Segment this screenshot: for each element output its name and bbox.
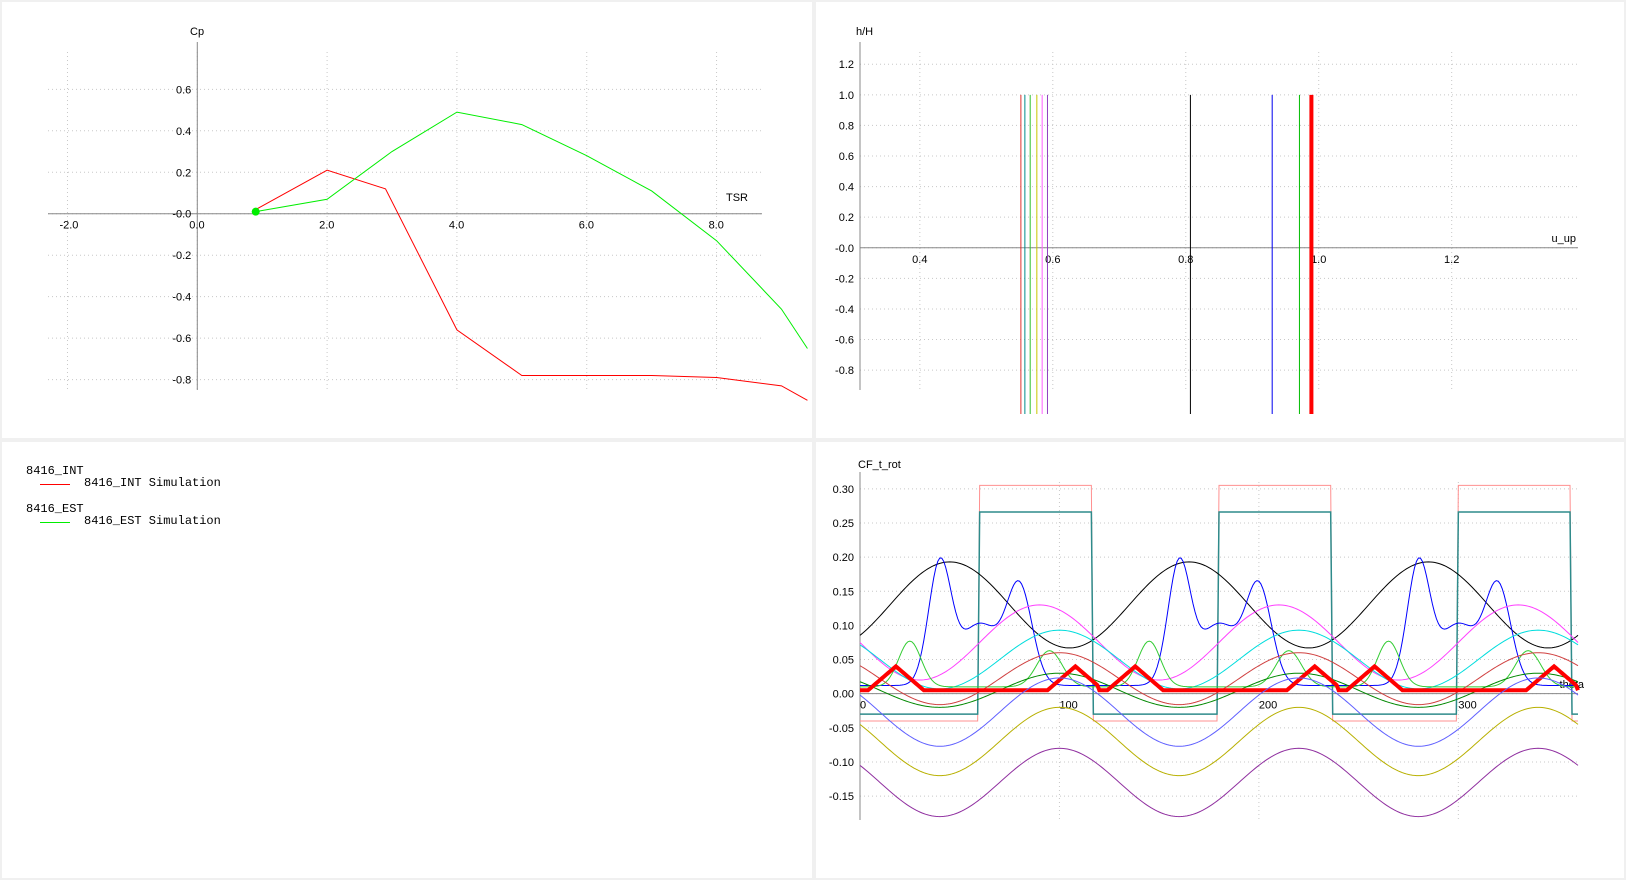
series-line-2 [859, 561, 1579, 649]
cf-theta-chart: 0 100 200 300 0.30 0.25 0.20 0.15 0.10 0.05 0.00 -0… [829, 459, 1585, 820]
y-tick-label: -0.15 [829, 791, 854, 803]
y-tick-label: -0.2 [172, 250, 191, 262]
x-tick-label: 0 [860, 700, 866, 712]
x-axis-label: u_up [1552, 233, 1576, 245]
x-tick-label: 6.0 [579, 220, 594, 232]
y-tick-label: 0.25 [833, 518, 854, 530]
legend-group-title-est: 8416_EST [26, 502, 84, 516]
x-tick-label: 0.4 [912, 254, 927, 266]
x-tick-label: 300 [1458, 700, 1476, 712]
y-tick-label: 1.2 [839, 59, 854, 71]
y-tick-label: -0.8 [172, 375, 191, 387]
series-line-3 [860, 557, 1578, 686]
legend-swatch-est [40, 522, 70, 523]
y-axis-label: h/H [856, 26, 873, 38]
series-marker [251, 207, 260, 216]
y-tick-label: 1.0 [839, 90, 854, 102]
y-tick-label: -0.05 [829, 723, 854, 735]
x-tick-label: 200 [1259, 700, 1277, 712]
legend-entry-est: 8416_EST Simulation [84, 514, 221, 528]
x-tick-label: 100 [1059, 700, 1077, 712]
x-tick-label: 4.0 [449, 220, 464, 232]
y-tick-label: 0.00 [833, 689, 854, 701]
cf-theta-chart-panel: 0 100 200 300 0.30 0.25 0.20 0.15 0.10 0.05 0.00 -0… [816, 442, 1624, 878]
legend-panel: 8416_INT 8416_INT Simulation 8416_EST 84… [2, 442, 812, 878]
cp-tsr-chart-panel: -2.0 0.0 2.0 4.0 6.0 8.0 0.6 0.4 0.2 -0.0 -0.2 -0.4… [2, 2, 812, 438]
y-tick-label: 0.4 [839, 182, 854, 194]
y-tick-label: 0.10 [833, 620, 854, 632]
series-line-1 [255, 111, 808, 349]
x-axis-label: TSR [726, 192, 748, 204]
h-uup-chart: 0.4 0.6 0.8 1.0 1.2 1.2 1.0 0.8 0.6 0.4 0.2 -0.0 -0.… [835, 26, 1578, 414]
cp-tsr-chart: -2.0 0.0 2.0 4.0 6.0 8.0 0.6 0.4 0.2 -0.0 -0.2 -0.4… [48, 26, 808, 401]
series-line-5 [859, 629, 1579, 690]
y-tick-label: -0.0 [835, 243, 854, 255]
y-tick-label: 0.6 [839, 151, 854, 163]
series-line-12 [859, 747, 1579, 818]
series-line-0 [860, 484, 1578, 722]
series-line-9 [860, 663, 1580, 693]
y-tick-label: 0.05 [833, 655, 854, 667]
legend-swatch-int [40, 484, 70, 485]
x-tick-label: 0.8 [1178, 254, 1193, 266]
x-tick-label: 0.6 [1045, 254, 1060, 266]
x-tick-label: -2.0 [59, 220, 78, 232]
y-tick-label: -0.8 [835, 365, 854, 377]
y-tick-label: -0.6 [835, 335, 854, 347]
series-line-8 [859, 672, 1579, 708]
y-axis-label: CF_t_rot [858, 459, 901, 471]
series-line-6 [859, 640, 1579, 688]
series-line-11 [859, 706, 1579, 777]
y-tick-label: 0.15 [833, 586, 854, 598]
y-tick-label: -0.6 [172, 333, 191, 345]
y-tick-label: -0.0 [172, 209, 191, 221]
legend-entry-int: 8416_INT Simulation [84, 476, 221, 490]
legend-group-title-int: 8416_INT [26, 464, 84, 478]
y-tick-label: -0.4 [835, 304, 854, 316]
y-tick-label: 0.30 [833, 484, 854, 496]
y-tick-label: -0.4 [172, 292, 191, 304]
series-line-10 [859, 677, 1579, 747]
y-tick-label: 0.2 [839, 212, 854, 224]
y-tick-label: 0.20 [833, 552, 854, 564]
y-axis-label: Cp [190, 26, 204, 38]
x-tick-label: 1.0 [1311, 254, 1326, 266]
y-tick-label: 0.8 [839, 120, 854, 132]
series-line-0 [255, 169, 808, 401]
y-tick-label: 0.6 [176, 84, 191, 96]
y-tick-label: 0.4 [176, 126, 191, 138]
series-line-7 [859, 652, 1579, 706]
y-tick-label: -0.2 [835, 273, 854, 285]
x-tick-label: 0.0 [189, 220, 204, 232]
series-line-4 [859, 604, 1579, 681]
series-line-1 [860, 511, 1578, 715]
x-tick-label: 8.0 [709, 220, 724, 232]
y-tick-label: 0.2 [176, 167, 191, 179]
h-uup-chart-panel: 0.4 0.6 0.8 1.0 1.2 1.2 1.0 0.8 0.6 0.4 0.2 -0.0 -0.… [816, 2, 1624, 438]
y-tick-label: -0.10 [829, 757, 854, 769]
x-tick-label: 1.2 [1444, 254, 1459, 266]
x-tick-label: 2.0 [319, 220, 334, 232]
